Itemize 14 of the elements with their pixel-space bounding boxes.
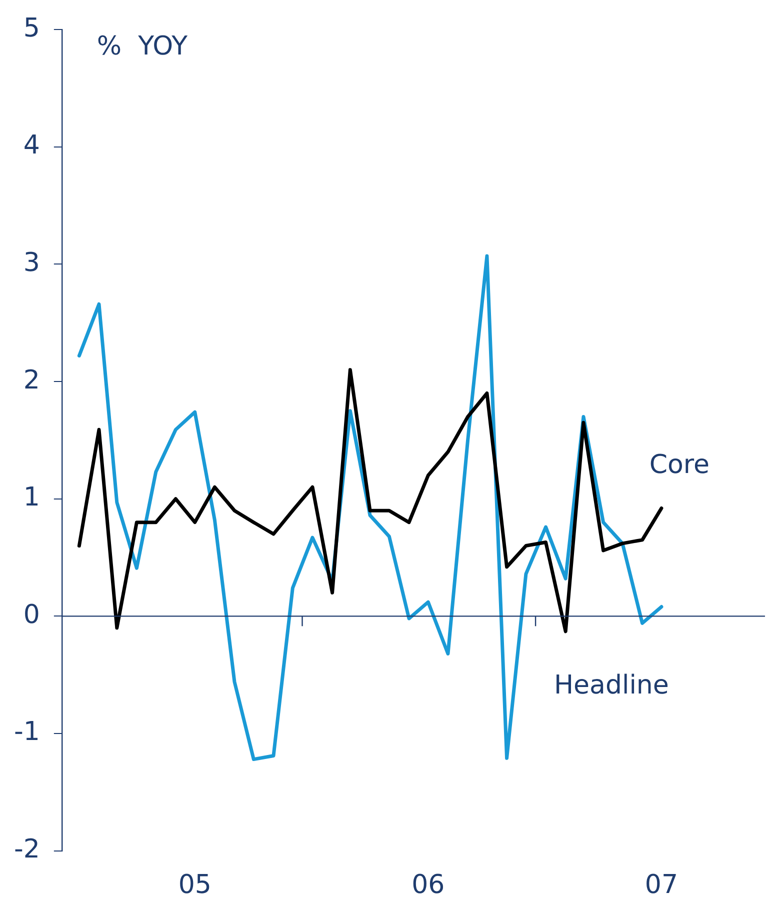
series-label: Headline <box>554 670 669 701</box>
y-tick-label: 4 <box>23 130 40 161</box>
y-tick-label: 0 <box>23 600 40 630</box>
x-tick-label: 07 <box>644 870 678 900</box>
y-tick-label: -1 <box>14 717 40 748</box>
series-label: Core <box>649 450 710 480</box>
y-tick-label: 3 <box>23 248 40 278</box>
y-tick-label: -2 <box>14 834 40 865</box>
y-tick-label: 5 <box>23 13 40 44</box>
x-tick-label: 05 <box>178 870 212 900</box>
y-tick-label: 2 <box>23 365 40 396</box>
y-axis-title: % YOY <box>96 31 188 62</box>
y-tick-label: 1 <box>23 482 40 513</box>
x-tick-label: 06 <box>412 870 445 900</box>
